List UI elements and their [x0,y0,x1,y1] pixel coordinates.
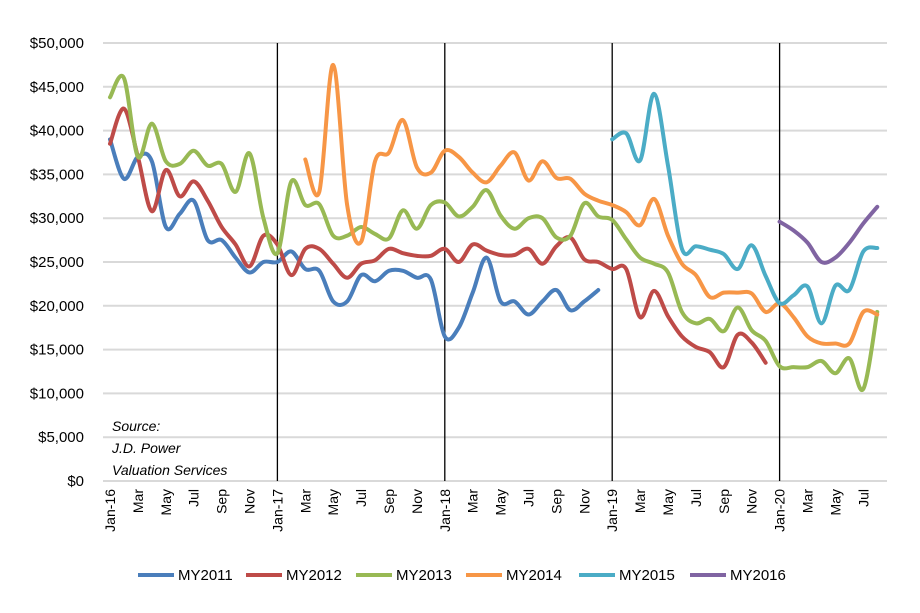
x-tick-label: Sep [548,489,564,514]
source-annotation-line-2: J.D. Power [111,440,182,456]
x-tick-label: Sep [381,489,397,514]
x-tick-label: Jan-19 [604,489,620,532]
y-tick-label: $45,000 [30,79,84,96]
x-tick-label: Jul [688,489,704,507]
x-tick-label: May [660,489,676,515]
y-tick-label: $30,000 [30,210,84,227]
legend-item-my2016: MY2016 [690,567,786,584]
y-tick-label: $0 [67,473,84,490]
series-line-my2015 [610,91,880,326]
legend-item-my2012: MY2012 [246,567,342,584]
legend-item-my2014: MY2014 [466,567,562,584]
y-tick-label: $35,000 [30,166,84,183]
x-tick-label: Jul [186,489,202,507]
x-tick-label: Jan-18 [437,489,453,532]
x-tick-label: Sep [214,489,230,514]
x-tick-label: May [827,489,843,515]
x-tick-label: May [325,489,341,515]
x-tick-label: Jul [521,489,537,507]
legend-item-my2011: MY2011 [138,567,233,584]
x-tick-label: Nov [744,489,760,514]
x-tick-label: May [493,489,509,515]
source-annotation-line-1: Source: [112,418,160,434]
x-tick-label: May [158,489,174,515]
x-tick-label: Mar [465,489,481,513]
source-annotation-line-3: Valuation Services [112,462,227,478]
series-line-my2013 [108,73,880,393]
x-tick-label: Mar [632,489,648,513]
legend-label: MY2011 [178,567,233,584]
y-tick-label: $20,000 [30,298,84,315]
x-tick-label: Jul [353,489,369,507]
legend-item-my2013: MY2013 [356,567,452,584]
legend-label: MY2012 [286,567,342,584]
x-tick-label: Mar [297,489,313,513]
y-tick-label: $50,000 [30,35,84,52]
x-tick-label: Mar [800,489,816,513]
x-tick-label: Sep [716,489,732,514]
y-tick-label: $15,000 [30,342,84,359]
legend-label: MY2015 [619,567,675,584]
series-line-my2016 [777,204,880,265]
legend-label: MY2013 [396,567,452,584]
x-tick-label: Jan-17 [269,489,285,532]
y-tick-label: $5,000 [38,429,84,446]
legend-label: MY2014 [506,567,562,584]
y-tick-label: $25,000 [30,254,84,271]
x-tick-label: Nov [576,489,592,514]
x-tick-label: Mar [130,489,146,513]
x-tick-label: Jul [855,489,871,507]
x-tick-label: Jan-16 [102,489,118,532]
legend-label: MY2016 [730,567,786,584]
y-tick-label: $10,000 [30,385,84,402]
legend-item-my2015: MY2015 [579,567,675,584]
series-line-my2012 [108,106,768,370]
x-tick-label: Nov [409,489,425,514]
y-tick-label: $40,000 [30,123,84,140]
x-tick-label: Nov [242,489,258,514]
series-line-my2011 [108,137,601,342]
x-tick-label: Jan-20 [772,489,788,532]
